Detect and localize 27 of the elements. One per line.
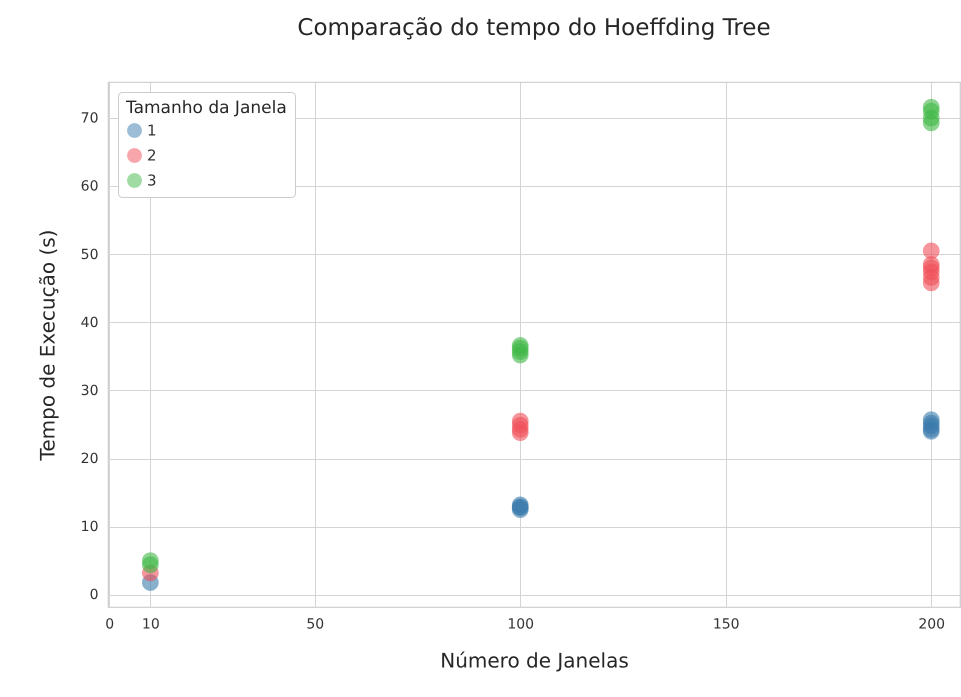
legend-title: Tamanho da Janela [125,98,287,118]
point [142,552,159,570]
point [922,256,940,273]
y-tick-label: 40 [80,314,98,331]
x-tick-label: 150 [712,616,740,632]
x-axis-title: Número de Janelas [440,648,629,672]
x-tick-label: 10 [142,616,160,632]
x-tick-label: 200 [918,616,946,632]
legend-label: 3 [147,172,157,190]
legend-label: 2 [147,146,157,164]
legend-label: 1 [147,122,157,140]
x-tick-label: 100 [507,616,534,632]
y-tick-label: 50 [80,246,98,263]
y-tick-label: 10 [80,519,98,536]
y-tick-label: 30 [80,382,98,399]
point [512,412,529,430]
x-tick-label: 0 [105,616,114,632]
y-tick-label: 20 [80,451,98,468]
point [922,242,940,260]
y-axis-title: Tempo de Execução (s) [36,230,60,462]
y-tick-label: 0 [90,587,98,604]
point [922,98,940,116]
y-tick-label: 70 [80,110,98,127]
point [512,337,529,354]
chart-title: Comparação do tempo do Hoeffding Tree [297,15,771,41]
x-tick-label: 50 [306,616,324,632]
y-tick-label: 60 [80,178,98,195]
